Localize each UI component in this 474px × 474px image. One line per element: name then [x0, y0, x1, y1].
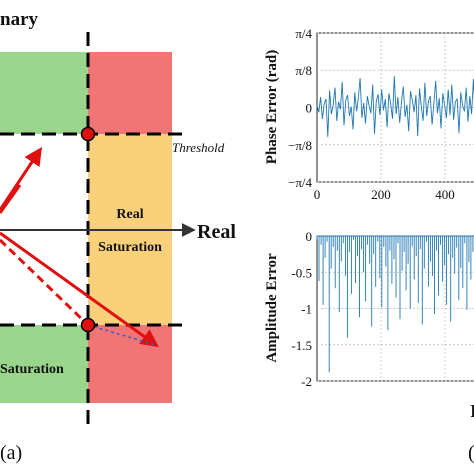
threshold-label: Threshold	[172, 140, 225, 155]
phase-y-tick-label: 0	[306, 101, 313, 116]
panel-label-a: (a)	[0, 442, 22, 464]
bottom-saturation-label: Saturation	[0, 362, 64, 377]
vector-arrow-left-up	[0, 184, 22, 214]
phase-y-tick-label: −π/8	[288, 138, 312, 153]
green-region-top	[0, 52, 88, 134]
phase-x-tick-label: 200	[371, 187, 391, 202]
amplitude-y-tick-label: -2	[301, 374, 312, 389]
amplitude-y-tick-label: -0.5	[291, 265, 312, 280]
real-axis-label: Real	[197, 221, 236, 243]
red-region-top	[88, 52, 172, 134]
cropped-panel-fragment: (	[468, 442, 474, 464]
phase-series-line	[316, 76, 474, 137]
threshold-point-bottom	[80, 317, 96, 333]
phase-y-tick-label: −π/4	[288, 175, 313, 190]
amplitude-series-line	[316, 235, 474, 373]
imaginary-axis-label: nary	[0, 9, 39, 30]
threshold-point-top	[80, 126, 96, 142]
phase-y-tick-label: π/8	[295, 63, 312, 78]
cropped-axis-fragment: I	[470, 401, 474, 421]
green-region-bottom	[0, 325, 88, 403]
amplitude-y-label: Amplitude Error	[264, 253, 280, 363]
saturation-diagram: nary Real Threshold Real Saturation Satu…	[0, 9, 236, 464]
real-saturation-label-line2: Saturation	[98, 240, 162, 255]
real-saturation-label-line1: Real	[116, 207, 143, 222]
amplitude-y-tick-label: 0	[306, 229, 313, 244]
amplitude-y-tick-label: -1	[301, 302, 312, 317]
vector-arrow-solid	[0, 231, 159, 348]
phase-y-tick-label: π/4	[295, 26, 312, 41]
amplitude-plot-area	[316, 235, 474, 382]
amplitude-y-ticks: 0 -0.5 -1 -1.5 -2	[291, 229, 312, 389]
vector-arrow-dashed	[0, 238, 88, 325]
phase-error-chart: π/4 π/8 0 −π/8 −π/4 0 200 400 Phase Error (rad…	[264, 26, 474, 202]
phase-y-label: Phase Error (rad)	[264, 50, 280, 164]
amplitude-y-tick-label: -1.5	[291, 338, 312, 353]
vector-arrow-up	[0, 147, 42, 211]
phase-x-ticks: 0 200 400	[314, 187, 455, 202]
amplitude-error-chart: 0 -0.5 -1 -1.5 -2 Amplitude Error	[264, 229, 474, 389]
phase-x-tick-label: 400	[435, 187, 455, 202]
phase-y-ticks: π/4 π/8 0 −π/8 −π/4	[288, 26, 313, 190]
phase-x-tick-label: 0	[314, 187, 321, 202]
